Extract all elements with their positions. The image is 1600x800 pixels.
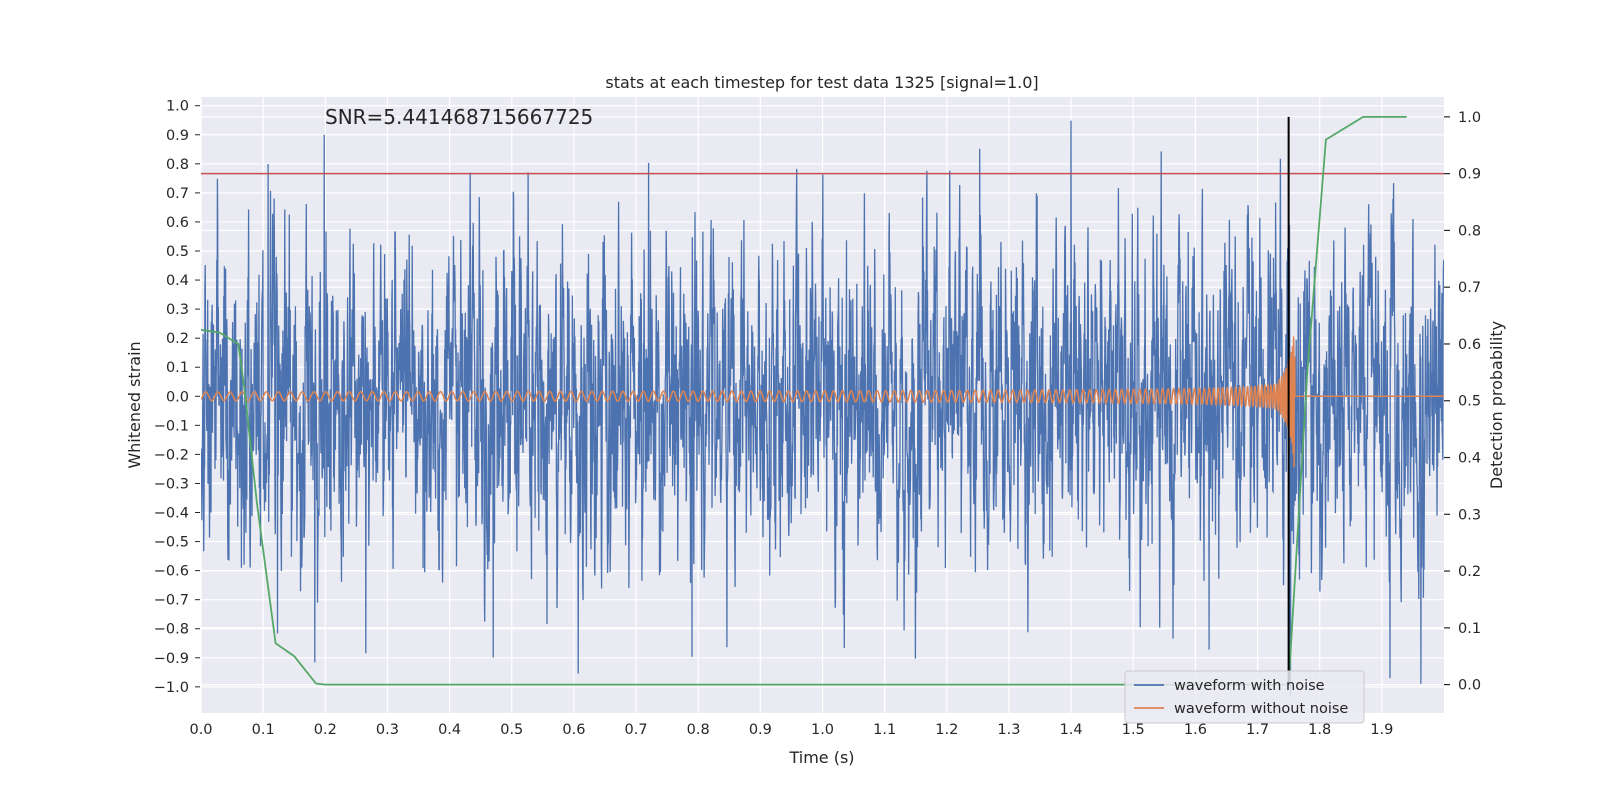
y-tick-label: −0.2 <box>154 447 189 463</box>
y-tick-label: 0.2 <box>166 331 189 347</box>
legend-box <box>1124 670 1365 724</box>
x-tick-label: 1.6 <box>1184 722 1207 738</box>
y2-tick-label: 0.9 <box>1458 167 1481 183</box>
y-axis-right: 1.0 0.9 0.8 0.7 0.6 0.5 0.4 0.3 0.2 0.1 0.0 <box>1444 110 1481 694</box>
x-tick-label: 1.7 <box>1246 722 1269 738</box>
y-tick-label: −1.0 <box>154 680 189 696</box>
y2-tick-label: 0.2 <box>1458 564 1481 580</box>
x-tick-label: 0.2 <box>314 722 337 738</box>
x-tick-label: 0.5 <box>500 722 523 738</box>
x-tick-label: 1.3 <box>997 722 1020 738</box>
detection-probability-line <box>201 116 1407 686</box>
x-tick-label: 0.1 <box>252 722 275 738</box>
chart-title: stats at each timestep for test data 132… <box>605 73 1038 92</box>
legend-label-signal: waveform without noise <box>1174 701 1348 717</box>
waveform-with-noise-line <box>201 120 1444 697</box>
y-tick-label: −0.1 <box>154 418 189 434</box>
y-tick-label: 0.0 <box>166 389 189 405</box>
legend-label-noise: waveform with noise <box>1174 678 1325 694</box>
y2-tick-label: 0.0 <box>1458 678 1481 694</box>
x-tick-label: 1.1 <box>873 722 896 738</box>
y-tick-label: 0.7 <box>166 186 189 202</box>
y2-tick-label: 0.7 <box>1458 280 1481 296</box>
x-tick-label: 1.2 <box>935 722 958 738</box>
y2-tick-label: 1.0 <box>1458 110 1481 126</box>
x-axis: 0.0 0.1 0.2 0.3 0.4 0.5 0.6 0.7 0.8 0.9 1.0 1.1 1.2 1… <box>189 722 1393 738</box>
y2-tick-label: 0.6 <box>1458 337 1481 353</box>
x-tick-label: 1.9 <box>1370 722 1393 738</box>
y-tick-label: 0.9 <box>166 128 189 144</box>
y-tick-label: −0.3 <box>154 476 189 492</box>
x-axis-label: Time (s) <box>788 748 854 767</box>
x-tick-label: 1.4 <box>1060 722 1083 738</box>
snr-annotation: SNR=5.441468715667725 <box>325 105 593 129</box>
y2-tick-label: 0.4 <box>1458 451 1481 467</box>
y-tick-label: −0.6 <box>154 564 189 580</box>
x-tick-label: 1.0 <box>811 722 834 738</box>
x-tick-label: 0.3 <box>376 722 399 738</box>
y-tick-label: 1.0 <box>166 99 189 115</box>
x-tick-label: 0.8 <box>687 722 710 738</box>
y-tick-label: 0.8 <box>166 157 189 173</box>
plot-area <box>201 116 1444 697</box>
waveform-without-noise-line <box>201 336 1444 468</box>
y2-axis-label: Detection probability <box>1487 321 1506 489</box>
legend: waveform with noise waveform without noi… <box>1124 670 1365 724</box>
y-tick-label: −0.5 <box>154 535 189 551</box>
y-tick-label: 0.3 <box>166 302 189 318</box>
x-tick-label: 1.5 <box>1122 722 1145 738</box>
y-tick-label: −0.8 <box>154 622 189 638</box>
y2-tick-label: 0.3 <box>1458 507 1481 523</box>
y-tick-label: −0.4 <box>154 506 189 522</box>
y2-tick-label: 0.1 <box>1458 621 1481 637</box>
y-tick-label: 0.1 <box>166 360 189 376</box>
x-tick-label: 0.7 <box>625 722 648 738</box>
y-tick-label: −0.9 <box>154 651 189 667</box>
y2-tick-label: 0.8 <box>1458 223 1481 239</box>
y-axis-left: 1.0 0.9 0.8 0.7 0.6 0.5 0.4 0.3 0.2 0.1 0.0 −0.1 −0.… <box>154 99 200 696</box>
x-tick-label: 0.9 <box>749 722 772 738</box>
x-tick-label: 0.0 <box>189 722 212 738</box>
x-tick-label: 1.8 <box>1308 722 1331 738</box>
y-tick-label: −0.7 <box>154 593 189 609</box>
y-tick-label: 0.5 <box>166 244 189 260</box>
y-axis-label: Whitened strain <box>125 341 144 468</box>
y-tick-label: 0.6 <box>166 215 189 231</box>
x-tick-label: 0.4 <box>438 722 461 738</box>
y-tick-label: 0.4 <box>166 273 189 289</box>
y2-tick-label: 0.5 <box>1458 394 1481 410</box>
x-tick-label: 0.6 <box>562 722 585 738</box>
